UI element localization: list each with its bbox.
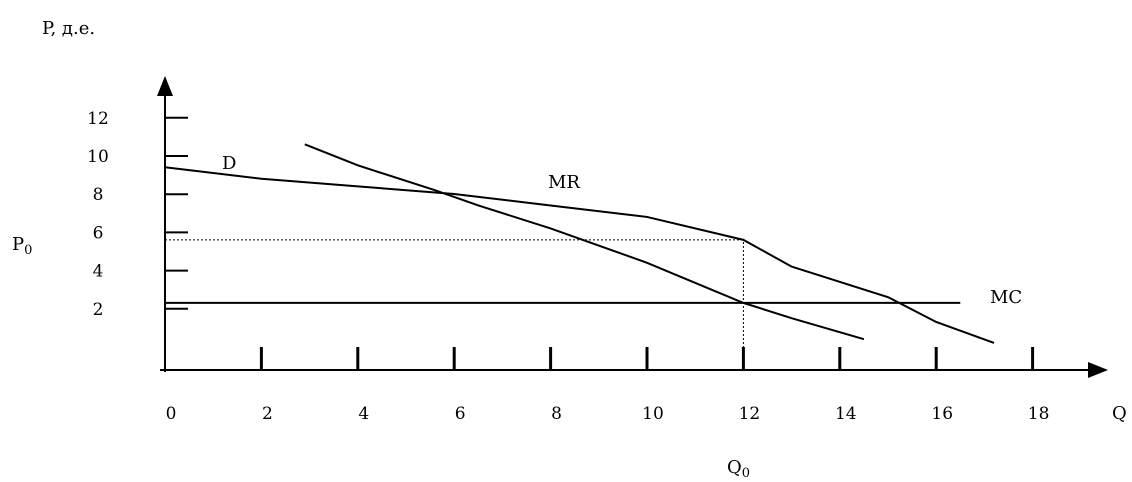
x-tick-label: 16 bbox=[931, 404, 953, 424]
y-tick-label: 12 bbox=[87, 109, 109, 129]
q0-sub: 0 bbox=[742, 466, 750, 481]
y-axis-label: P, д.е. bbox=[42, 18, 95, 39]
q0-label: Q0 bbox=[727, 457, 750, 481]
reference-lines-layer bbox=[165, 239, 744, 364]
x-tick-label: 18 bbox=[1028, 404, 1050, 424]
series-labels-layer: D MR MC bbox=[222, 153, 1022, 308]
x-axis-arrow bbox=[1088, 362, 1108, 378]
ticks-layer: 0 2 4 6 8 10 12 14 16 18 2 4 6 8 10 12 bbox=[87, 109, 1049, 424]
y-tick-label: 10 bbox=[87, 147, 109, 167]
x-tick-label: 0 bbox=[166, 404, 177, 424]
x-tick-label: 10 bbox=[642, 404, 664, 424]
p0-sub: 0 bbox=[24, 243, 32, 258]
x-axis-label: Q bbox=[1112, 403, 1127, 424]
x-tick-label: 8 bbox=[551, 404, 562, 424]
p0-label: P0 bbox=[12, 234, 32, 258]
x-tick-label: 2 bbox=[262, 404, 273, 424]
series-mc-label: MC bbox=[990, 287, 1022, 308]
series-layer bbox=[164, 143, 995, 344]
series-mr-label: MR bbox=[548, 172, 580, 193]
y-tick-label: 2 bbox=[93, 300, 104, 320]
q0-main: Q bbox=[727, 457, 742, 478]
x-tick-label: 6 bbox=[455, 404, 466, 424]
y-tick-label: 4 bbox=[93, 262, 104, 282]
y-tick-label: 6 bbox=[93, 223, 104, 243]
p0-main: P bbox=[12, 234, 24, 255]
x-tick-label: 4 bbox=[358, 404, 369, 424]
x-tick-label: 12 bbox=[739, 404, 761, 424]
series-d-line bbox=[164, 166, 995, 344]
y-axis-arrow bbox=[157, 76, 173, 96]
series-mr-line bbox=[304, 143, 865, 341]
series-d-label: D bbox=[222, 153, 236, 174]
y-tick-label: 8 bbox=[93, 185, 104, 205]
x-tick-label: 14 bbox=[835, 404, 857, 424]
